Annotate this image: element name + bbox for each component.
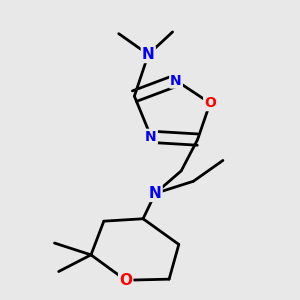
Text: N: N (142, 47, 155, 62)
Text: N: N (170, 74, 182, 88)
Text: O: O (119, 273, 132, 288)
Text: N: N (145, 130, 157, 144)
Text: O: O (204, 96, 216, 110)
Text: N: N (149, 186, 162, 201)
